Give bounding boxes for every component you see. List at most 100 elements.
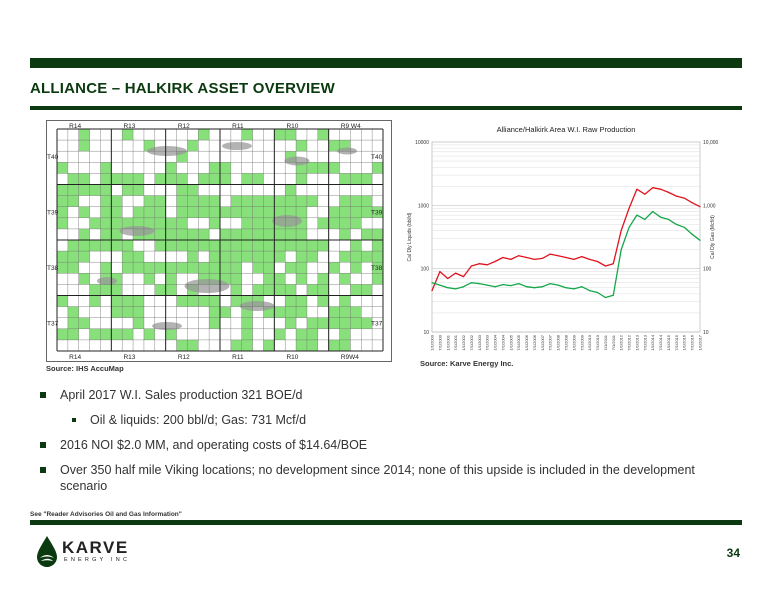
land-parcel: [296, 217, 307, 229]
land-parcel: [350, 206, 362, 218]
land-parcel: [285, 262, 297, 274]
bullet-list: April 2017 W.I. Sales production 321 BOE…: [40, 387, 740, 496]
land-parcel: [274, 273, 286, 285]
data-point: [636, 188, 638, 190]
land-parcel: [263, 284, 275, 296]
y-tick-label: 10: [423, 330, 429, 336]
data-point: [667, 191, 670, 194]
land-parcel: [241, 240, 253, 252]
x-tick-label: 1/1/2009: [571, 334, 576, 350]
land-parcel: [252, 206, 264, 218]
data-point: [565, 287, 567, 289]
land-parcel: [78, 317, 90, 329]
land-parcel: [111, 217, 123, 229]
land-parcel: [209, 217, 220, 229]
land-parcel: [230, 262, 242, 274]
data-point: [628, 207, 630, 209]
land-parcel: [317, 217, 329, 229]
land-parcel: [372, 228, 383, 240]
land-parcel: [350, 262, 362, 274]
data-point: [462, 286, 465, 288]
bullet-square-icon: [40, 392, 46, 398]
land-parcel: [78, 206, 90, 218]
land-parcel: [285, 184, 297, 196]
land-parcel: [285, 284, 297, 296]
land-parcel: [230, 195, 242, 207]
land-parcel: [111, 173, 123, 185]
data-point: [478, 263, 480, 265]
land-parcel: [241, 317, 253, 329]
logo-wordmark: KARVE: [62, 538, 129, 557]
land-parcel: [133, 262, 144, 274]
land-parcel: [165, 228, 177, 240]
land-parcel: [328, 317, 340, 329]
range-label-top: R14: [69, 123, 81, 130]
land-parcel: [154, 240, 166, 252]
land-parcel: [122, 173, 134, 185]
data-point: [549, 283, 551, 285]
land-parcel: [241, 251, 253, 263]
range-label-top: R13: [123, 123, 135, 130]
land-parcel: [350, 251, 362, 263]
data-point: [691, 233, 693, 235]
land-parcel: [372, 262, 383, 274]
land-parcel: [176, 240, 188, 252]
land-parcel: [165, 262, 177, 274]
data-point: [494, 286, 496, 288]
y2-tick-label: 10: [703, 330, 709, 336]
land-parcel: [328, 206, 340, 218]
land-parcel: [263, 273, 275, 285]
land-parcel: [100, 228, 112, 240]
x-tick-label: 1/1/2013: [634, 334, 639, 350]
land-parcel: [67, 306, 79, 318]
land-parcel: [154, 173, 166, 185]
x-tick-label: 7/1/2002: [469, 334, 474, 350]
data-point: [683, 197, 685, 199]
logo-drop-icon: [37, 536, 57, 567]
bullet-item: April 2017 W.I. Sales production 321 BOE…: [40, 387, 740, 412]
land-parcel: [339, 140, 351, 152]
chart-gridlines: [432, 144, 700, 333]
land-parcel: [100, 184, 112, 196]
land-parcel: [209, 295, 220, 307]
land-parcel: [57, 262, 68, 274]
land-parcel: [274, 228, 286, 240]
land-parcel: [230, 284, 242, 296]
data-point: [486, 264, 488, 266]
data-point: [620, 229, 622, 232]
land-parcel: [143, 195, 155, 207]
chart-title: Alliance/Halkirk Area W.I. Raw Productio…: [497, 125, 636, 134]
land-parcel: [241, 306, 253, 318]
land-parcel: [296, 173, 307, 185]
data-point: [549, 253, 551, 255]
land-parcel: [187, 228, 199, 240]
land-parcel: [111, 273, 123, 285]
land-parcel: [187, 251, 199, 263]
data-point: [604, 265, 607, 267]
data-point: [596, 291, 599, 294]
karve-logo: KARVE ENERGY INC: [34, 534, 134, 570]
land-parcel: [252, 173, 264, 185]
land-parcel: [361, 195, 373, 207]
land-parcel: [296, 328, 307, 340]
land-parcel: [230, 206, 242, 218]
land-parcel: [339, 273, 351, 285]
x-tick-label: 1/1/2008: [556, 334, 561, 350]
land-parcel: [198, 273, 210, 285]
land-parcel: [306, 339, 318, 351]
land-parcel: [209, 173, 220, 185]
land-parcel: [209, 206, 220, 218]
land-parcel: [361, 173, 373, 185]
land-parcel: [317, 317, 329, 329]
land-parcel: [372, 251, 383, 263]
land-parcel: [328, 262, 340, 274]
land-parcel: [122, 129, 134, 141]
land-parcel: [306, 195, 318, 207]
land-parcel: [187, 240, 199, 252]
land-parcel: [57, 162, 68, 174]
x-tick-label: 7/1/2015: [674, 334, 679, 350]
land-parcel: [263, 251, 275, 263]
land-parcel: [328, 339, 340, 351]
land-parcel: [133, 206, 144, 218]
land-parcel: [143, 262, 155, 274]
